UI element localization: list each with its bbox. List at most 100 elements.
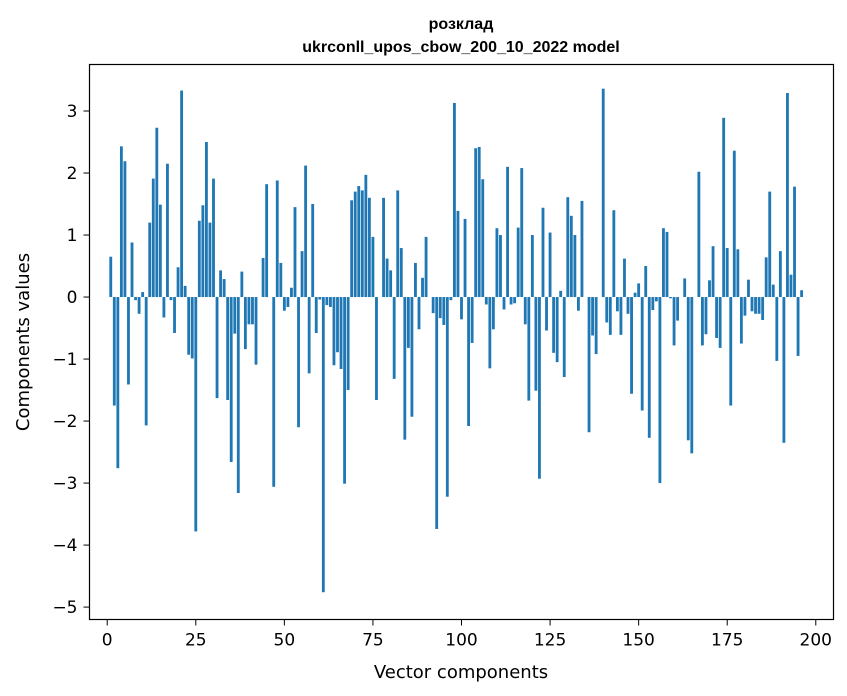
bar-63 xyxy=(329,297,332,307)
bar-142 xyxy=(608,297,612,335)
bar-185 xyxy=(761,297,765,320)
bar-99 xyxy=(456,210,460,298)
bar-125 xyxy=(548,232,552,298)
bar-34 xyxy=(226,297,230,400)
bar-75 xyxy=(371,236,375,298)
bar-54 xyxy=(297,297,300,428)
bar-186 xyxy=(764,257,768,298)
bar-147 xyxy=(626,297,630,314)
bar-86 xyxy=(410,297,414,417)
bar-27 xyxy=(201,205,205,298)
bar-89 xyxy=(421,277,424,298)
chart-subtitle: ukrconll_upos_cbow_200_10_2022 model xyxy=(302,39,619,56)
bar-66 xyxy=(339,297,343,369)
bar-11 xyxy=(144,297,148,426)
bar-12 xyxy=(148,222,152,298)
bar-82 xyxy=(396,190,400,298)
bar-72 xyxy=(360,190,364,298)
bar-119 xyxy=(527,297,531,401)
bar-127 xyxy=(555,297,559,363)
bar-194 xyxy=(793,186,796,298)
bar-156 xyxy=(658,297,662,484)
bar-4 xyxy=(119,146,123,298)
bar-70 xyxy=(353,191,357,298)
bar-1 xyxy=(109,256,113,298)
bar-41 xyxy=(251,297,254,325)
bar-78 xyxy=(382,197,385,298)
bar-173 xyxy=(718,297,722,348)
bar-196 xyxy=(800,290,804,298)
bar-129 xyxy=(562,297,566,378)
bar-184 xyxy=(757,297,761,314)
bar-190 xyxy=(778,251,782,298)
bar-123 xyxy=(541,207,545,298)
bar-49 xyxy=(279,262,283,298)
bar-94 xyxy=(438,297,442,319)
bar-20 xyxy=(176,267,180,298)
bar-31 xyxy=(215,297,219,399)
bar-187 xyxy=(768,191,772,298)
bar-100 xyxy=(460,297,463,320)
bar-38 xyxy=(240,271,244,298)
bar-21 xyxy=(180,90,184,298)
x-tick-label: 100 xyxy=(445,631,477,651)
bar-90 xyxy=(424,236,428,298)
bar-36 xyxy=(233,297,237,334)
bar-110 xyxy=(495,228,499,298)
x-tick-label: 50 xyxy=(274,631,296,651)
bar-85 xyxy=(406,297,410,348)
bar-14 xyxy=(155,127,159,298)
bar-151 xyxy=(640,297,644,411)
bar-122 xyxy=(538,297,541,479)
bar-160 xyxy=(672,297,676,346)
bar-193 xyxy=(789,274,793,298)
chart-title: розклад xyxy=(429,16,494,33)
bar-163 xyxy=(683,278,687,298)
bar-170 xyxy=(708,280,711,298)
bar-136 xyxy=(587,297,591,433)
bar-33 xyxy=(222,279,226,298)
bar-51 xyxy=(286,297,290,307)
bar-108 xyxy=(488,297,492,369)
bar-140 xyxy=(601,88,605,298)
bar-39 xyxy=(243,297,247,350)
bar-50 xyxy=(282,297,286,311)
bar-148 xyxy=(630,297,633,394)
bar-105 xyxy=(477,146,481,298)
bar-73 xyxy=(364,174,368,298)
y-tick-label: −1 xyxy=(52,350,77,370)
bar-68 xyxy=(346,297,350,391)
bar-191 xyxy=(782,297,786,443)
bar-107 xyxy=(484,297,488,305)
bar-164 xyxy=(686,297,690,441)
bar-192 xyxy=(786,93,789,298)
bar-111 xyxy=(499,235,502,298)
bar-32 xyxy=(219,270,222,298)
bar-145 xyxy=(619,297,623,335)
bar-18 xyxy=(169,297,173,301)
bar-180 xyxy=(743,297,747,316)
bar-5 xyxy=(123,161,127,298)
bar-97 xyxy=(449,297,453,301)
bar-155 xyxy=(654,297,658,302)
bar-80 xyxy=(389,270,393,298)
bar-81 xyxy=(392,297,396,379)
bar-56 xyxy=(304,165,308,298)
bar-74 xyxy=(367,197,371,298)
bar-153 xyxy=(647,297,651,438)
bar-7 xyxy=(130,242,134,298)
bar-169 xyxy=(704,297,708,335)
bar-37 xyxy=(236,297,240,493)
bar-22 xyxy=(183,285,187,298)
bar-195 xyxy=(796,297,800,356)
x-axis-ticks: 0 25 50 75 100 125 150 175 200 xyxy=(102,619,832,651)
bar-134 xyxy=(580,200,584,298)
bar-109 xyxy=(491,297,495,330)
bar-165 xyxy=(690,297,694,454)
bar-3 xyxy=(116,297,120,469)
bar-13 xyxy=(151,178,155,298)
bar-132 xyxy=(573,235,577,298)
x-tick-label: 125 xyxy=(534,631,566,651)
y-tick-label: 1 xyxy=(67,226,78,246)
bar-182 xyxy=(750,297,754,312)
